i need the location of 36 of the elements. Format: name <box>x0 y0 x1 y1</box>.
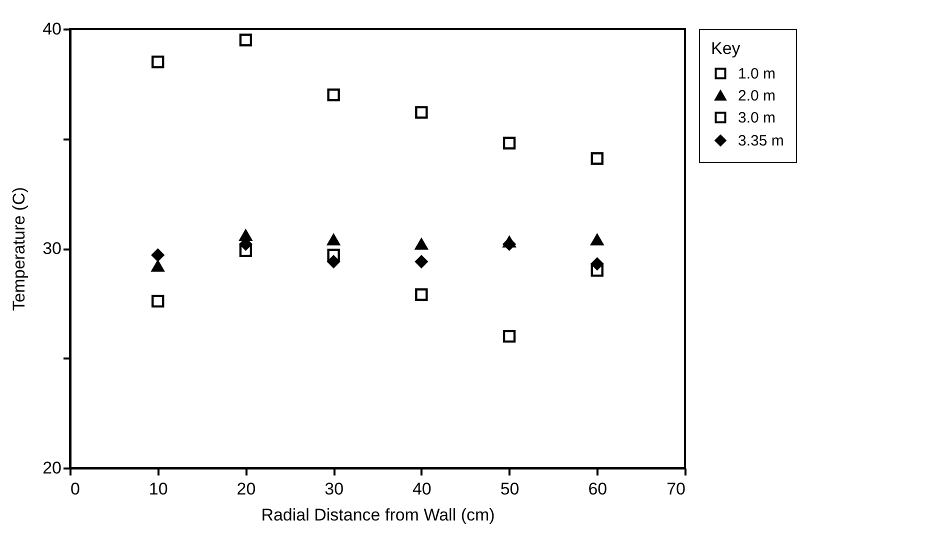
point <box>152 294 164 308</box>
point <box>590 152 604 165</box>
point <box>327 234 340 246</box>
point <box>590 234 604 246</box>
x-tick-label: 30 <box>324 480 344 498</box>
point <box>415 288 428 301</box>
point <box>415 255 428 268</box>
point <box>239 34 252 46</box>
legend-title: Key <box>711 39 741 58</box>
x-tick-label: 20 <box>236 480 256 498</box>
x-axis-title: Radial Distance from Wall (cm) <box>261 506 495 524</box>
point <box>502 330 516 343</box>
y-tick-label: 20 <box>42 458 62 478</box>
x-tick-label: 10 <box>148 480 168 498</box>
point <box>502 238 516 250</box>
x-tick-label: 40 <box>412 480 432 498</box>
point <box>415 106 428 119</box>
y-tick-label: 30 <box>42 239 62 258</box>
x-tick-label: 70 <box>666 480 686 498</box>
point <box>152 248 164 262</box>
legend-label: 1.0 m <box>738 66 776 82</box>
legend-label: 2.0 m <box>738 88 776 104</box>
point <box>590 258 604 270</box>
point <box>152 56 164 68</box>
legend-label: 3.35 m <box>738 132 784 150</box>
point <box>502 136 516 150</box>
y-tick-label: 40 <box>42 20 62 38</box>
y-axis-title: Temperature (C) <box>10 187 29 311</box>
point <box>415 238 428 250</box>
point <box>327 88 340 102</box>
x-tick-label: 50 <box>500 480 520 498</box>
x-tick-label: 60 <box>588 480 608 498</box>
point <box>152 260 164 272</box>
legend-label: 3.0 m <box>738 110 776 126</box>
x-tick-label: 0 <box>70 480 80 498</box>
point <box>327 255 340 268</box>
